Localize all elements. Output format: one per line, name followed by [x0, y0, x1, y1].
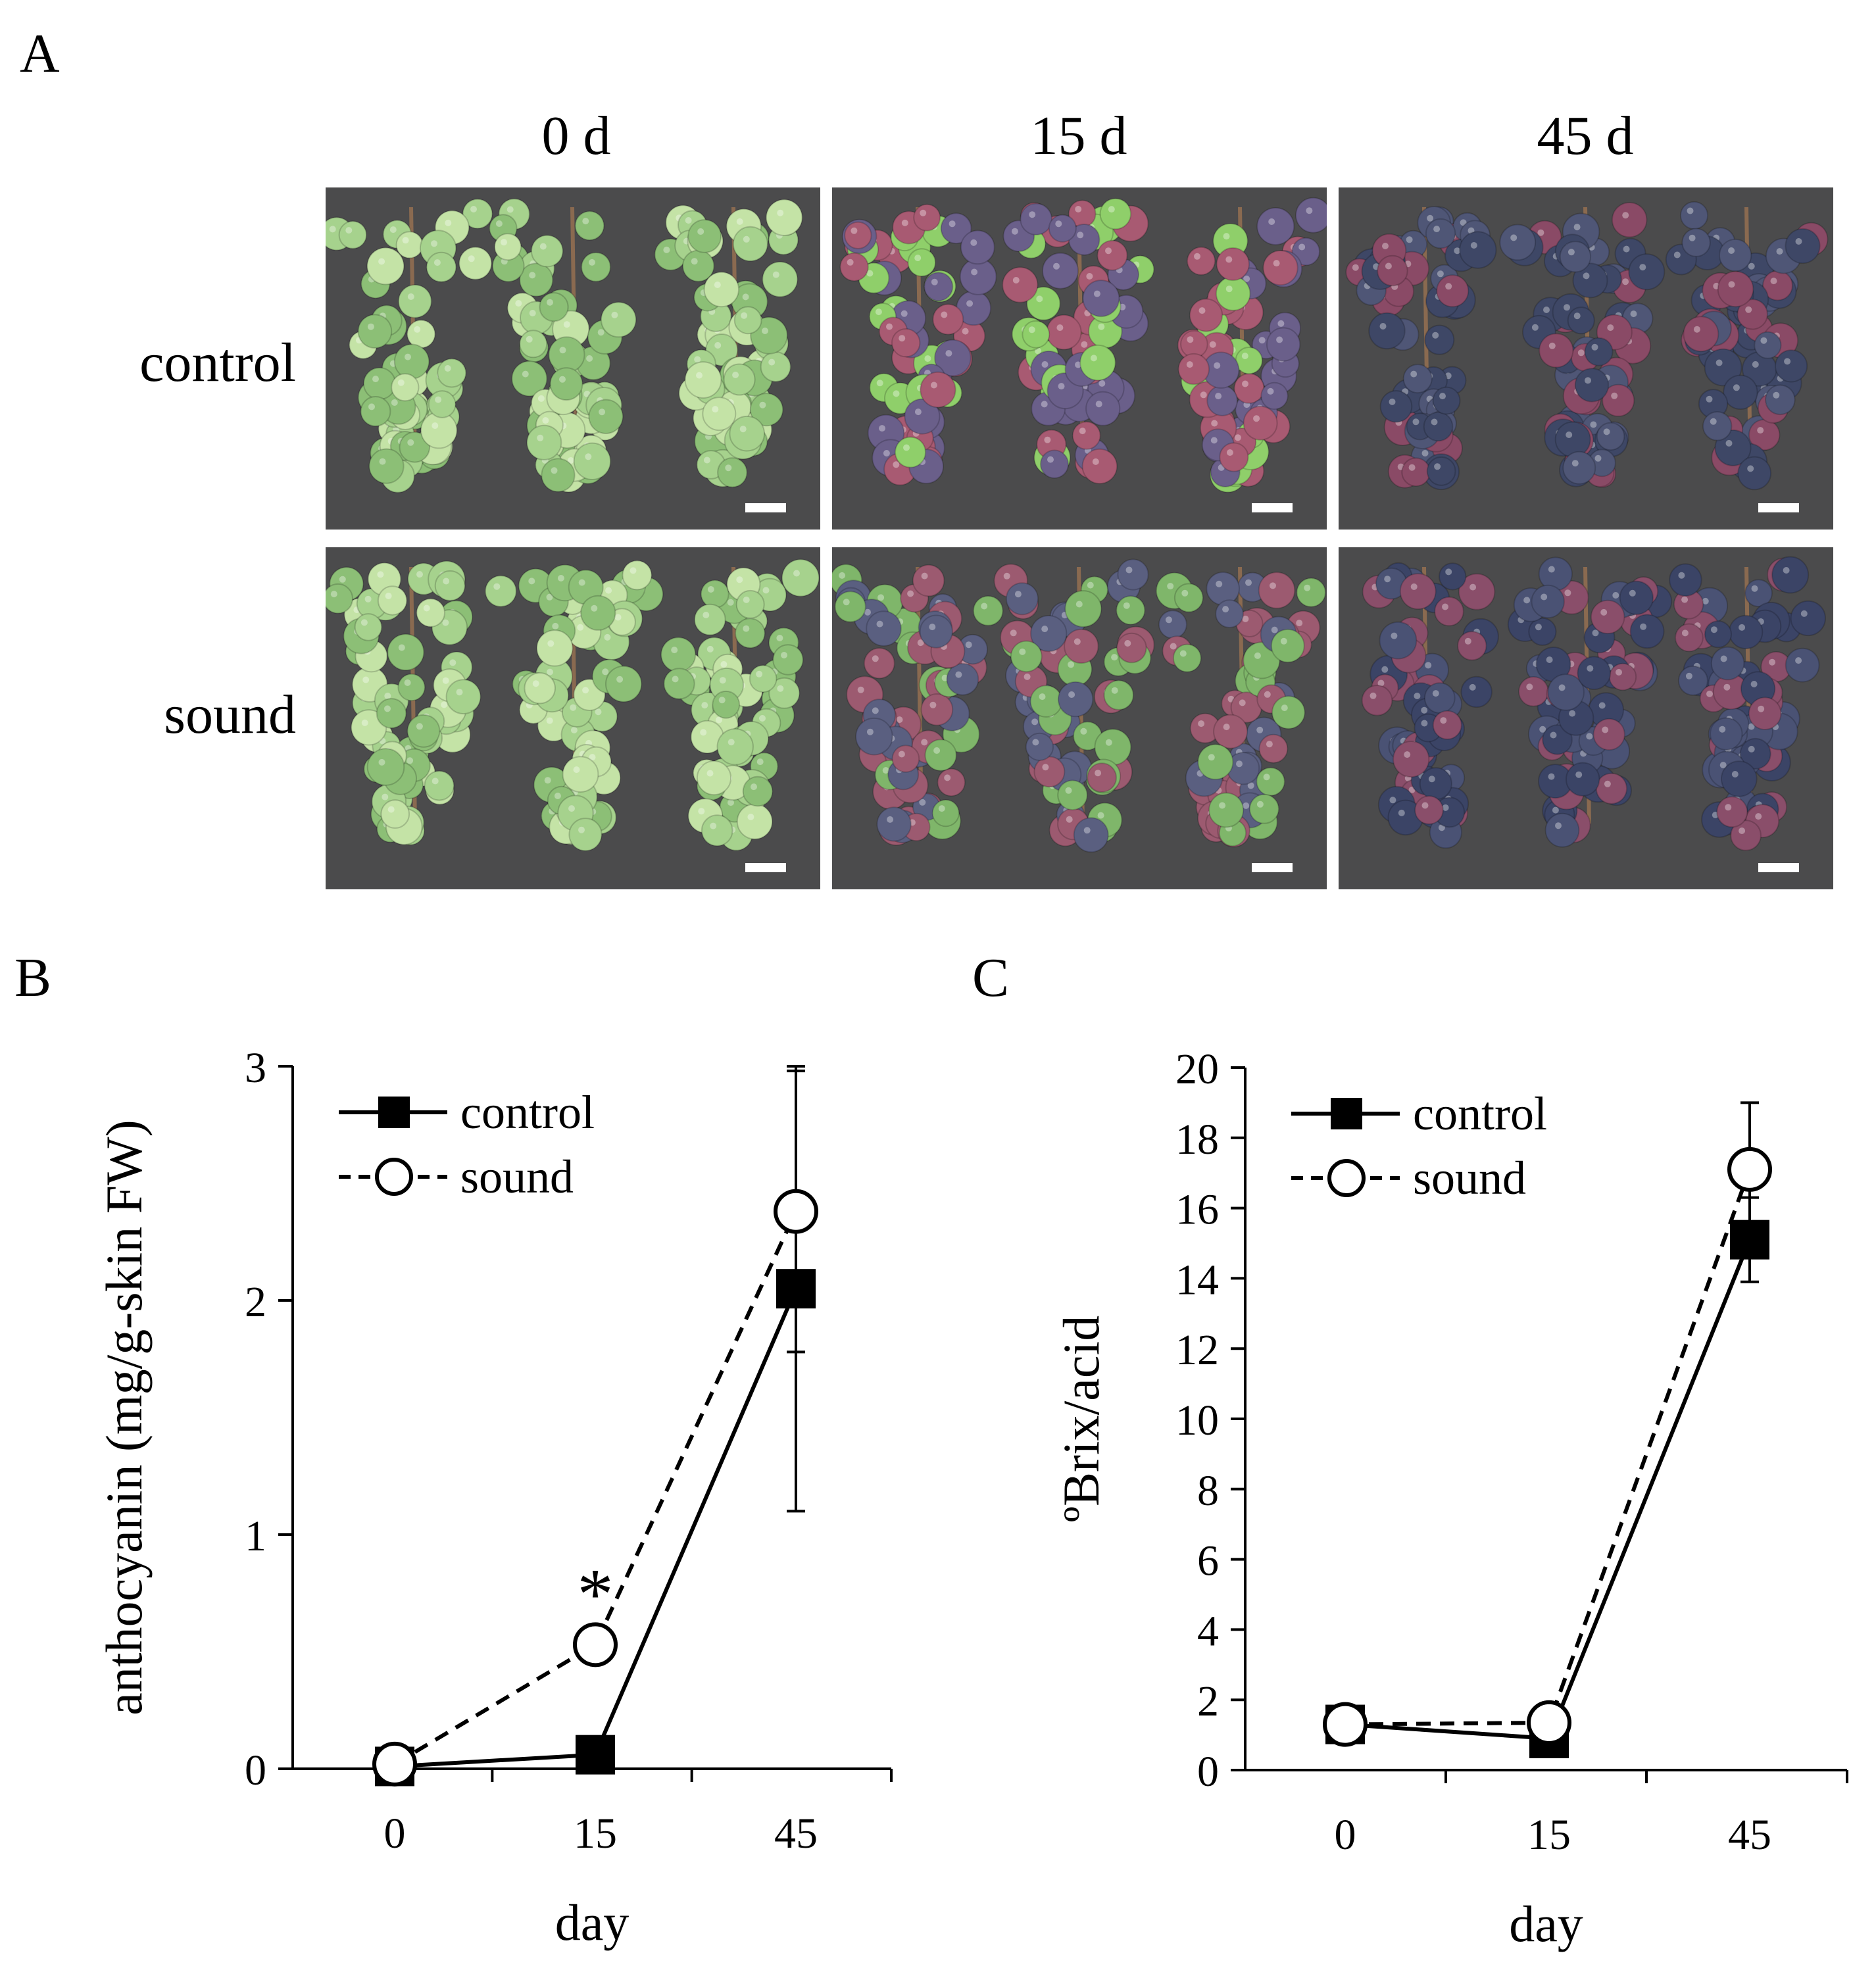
y-tick-label: 12: [1175, 1326, 1219, 1374]
marker-control: [1730, 1220, 1769, 1260]
marker-sound: [1727, 1147, 1772, 1192]
legend-label-sound: sound: [1413, 1152, 1526, 1204]
y-tick-label: 16: [1175, 1186, 1219, 1234]
significance-marker: *: [578, 1554, 614, 1634]
marker-sound: [573, 1622, 618, 1667]
legend-label-control: control: [1413, 1087, 1547, 1140]
column-title-15d: 15 d: [1030, 105, 1127, 166]
legend-marker-control: [378, 1097, 410, 1128]
x-tick-label: 15: [574, 1810, 617, 1858]
grape-photo-sound-45d: [1339, 547, 1833, 889]
grape-photo-control-45d: [1339, 187, 1833, 530]
series-line-control: [1345, 1239, 1752, 1741]
panel-c-label: C: [972, 947, 1010, 1008]
panel-b-label: B: [14, 947, 52, 1008]
y-tick-label: 0: [245, 1746, 266, 1794]
legend-label-control: control: [460, 1086, 595, 1139]
x-tick-label: 0: [1335, 1811, 1356, 1859]
y-tick-label: 2: [1197, 1677, 1219, 1725]
y-tick-label: 14: [1175, 1256, 1219, 1304]
x-tick-label: 45: [1728, 1811, 1771, 1859]
y-axis-label: ºBrix/acid: [1052, 1316, 1110, 1522]
legend-label-sound: sound: [460, 1150, 574, 1203]
x-tick-label: 0: [384, 1810, 406, 1858]
series-line-sound: [1345, 1168, 1752, 1727]
legend-marker-sound: [1327, 1159, 1366, 1197]
y-tick-label: 18: [1175, 1116, 1219, 1164]
marker-sound: [372, 1741, 417, 1787]
x-axis-label: day: [555, 1894, 629, 1951]
brix-acid-chart: 0 2 4 6 8 10 12 14 16 18 20 0 15 45 day ºBrix/acid contr…: [1052, 1045, 1848, 1952]
scale-bar: [745, 503, 786, 512]
grape-photo-sound-15d: [832, 547, 1327, 889]
y-tick-label: 20: [1175, 1045, 1219, 1093]
marker-control: [776, 1269, 816, 1309]
y-tick-label: 8: [1197, 1467, 1219, 1515]
panel-a-label: A: [20, 23, 60, 84]
scale-bar: [1252, 863, 1293, 872]
row-label-control: control: [139, 332, 296, 393]
y-tick-label: 3: [245, 1044, 266, 1092]
x-axis-label: day: [1509, 1895, 1583, 1952]
marker-sound: [1323, 1702, 1368, 1747]
x-tick-label: 45: [774, 1810, 818, 1858]
grape-photo-control-0d: [326, 187, 820, 530]
marker-sound: [1527, 1700, 1571, 1745]
scale-bar: [1252, 503, 1293, 512]
scale-bar: [745, 863, 786, 872]
scale-bar: [1758, 503, 1799, 512]
legend-marker-sound: [375, 1158, 413, 1196]
x-tick-label: 15: [1527, 1811, 1571, 1859]
y-axis-label: anthocyanin (mg/g-skin FW): [95, 1120, 153, 1715]
y-tick-label: 0: [1197, 1748, 1219, 1796]
y-tick-label: 1: [245, 1512, 266, 1560]
grape-photo-control-15d: [832, 187, 1327, 530]
series-line-sound: [393, 1210, 798, 1766]
legend-marker-control: [1331, 1098, 1362, 1129]
y-tick-label: 6: [1197, 1537, 1219, 1585]
anthocyanin-chart: 0 1 2 3 0 15 45 day anthocyanin (mg/g-skin FW) * c…: [95, 1044, 893, 1951]
y-tick-label: 2: [245, 1278, 266, 1326]
grape-photo-sound-0d: [326, 547, 820, 889]
marker-control: [576, 1735, 615, 1775]
marker-sound: [774, 1189, 818, 1234]
series-line-control: [394, 1288, 798, 1769]
y-tick-label: 10: [1175, 1396, 1219, 1444]
y-tick-label: 4: [1197, 1607, 1219, 1655]
scale-bar: [1758, 863, 1799, 872]
column-title-0d: 0 d: [541, 105, 611, 166]
row-label-sound: sound: [164, 684, 296, 745]
column-title-45d: 45 d: [1537, 105, 1634, 166]
